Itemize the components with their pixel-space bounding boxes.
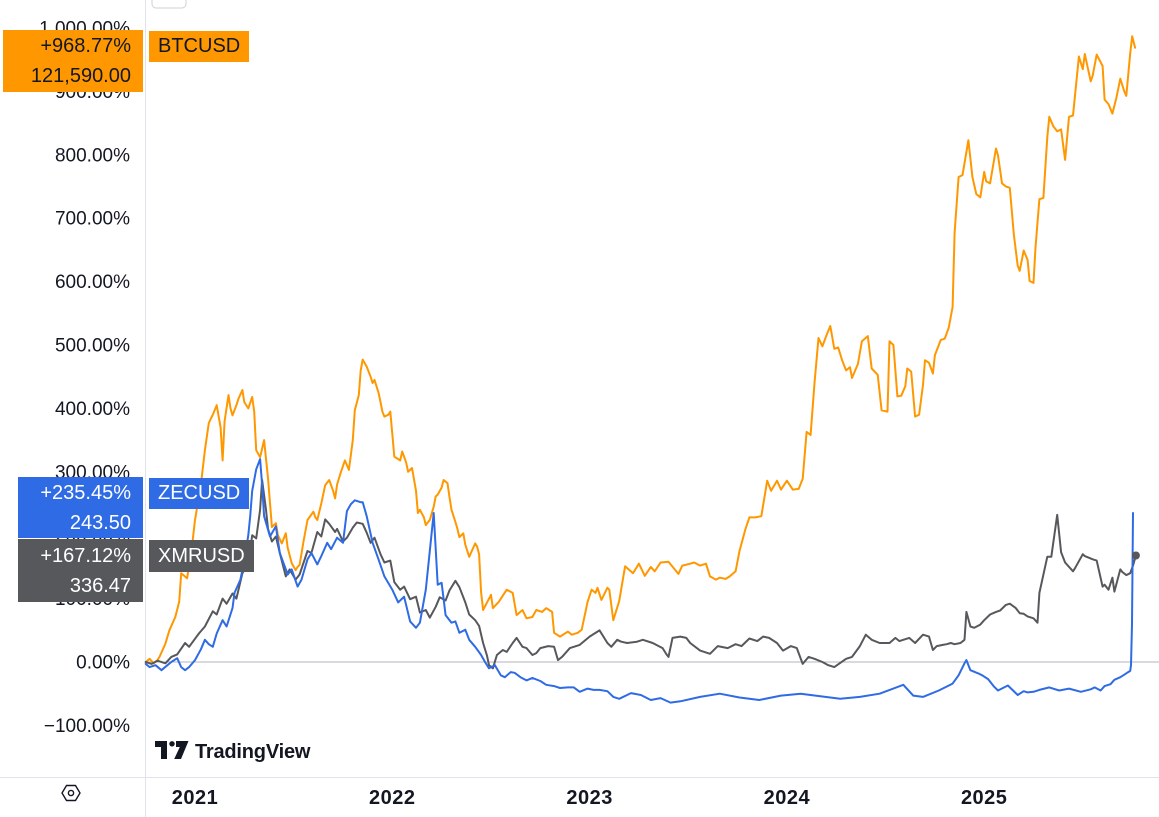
y-axis-tick-600[interactable]: 600.00% <box>55 272 130 293</box>
logo-mark-dot <box>169 741 175 747</box>
price-scale[interactable]: 1,000.00%900.00%800.00%700.00%600.00%500… <box>39 19 130 737</box>
xmr-price: 336.47 <box>69 574 131 597</box>
x-axis-tick-2024[interactable]: 2024 <box>764 787 811 809</box>
y-axis-tick--100[interactable]: −100.00% <box>44 716 130 737</box>
x-axis-tick-2021[interactable]: 2021 <box>172 787 219 809</box>
partial-toolbar-button[interactable] <box>151 0 187 9</box>
series-line-btcusd[interactable] <box>144 35 1137 665</box>
xmr-value-badge[interactable]: +167.12% 336.47 <box>18 539 143 602</box>
y-axis-tick-500[interactable]: 500.00% <box>55 336 130 357</box>
plot-area[interactable] <box>144 35 1159 704</box>
logo-mark-one <box>155 741 167 759</box>
zec-price: 243.50 <box>69 511 131 534</box>
btc-symbol-badge[interactable]: BTCUSD <box>149 31 250 62</box>
tradingview-logo[interactable]: TradingView <box>155 741 311 763</box>
zec-value-badge[interactable]: +235.45% 243.50 <box>18 477 143 538</box>
zec-change-percent: +235.45% <box>40 481 131 504</box>
series-end-marker-xmrusd <box>1131 551 1140 560</box>
x-axis-tick-2023[interactable]: 2023 <box>566 787 613 809</box>
x-axis-tick-2022[interactable]: 2022 <box>369 787 416 809</box>
time-scale[interactable]: 2021 2022 2023 2024 2025 <box>172 787 1008 809</box>
logo-mark-seven <box>174 741 189 759</box>
y-axis-tick-800[interactable]: 800.00% <box>55 145 130 166</box>
btc-change-percent: +968.77% <box>40 35 131 57</box>
y-axis-tick-0[interactable]: 0.00% <box>76 653 130 674</box>
zec-symbol-badge[interactable]: ZECUSD <box>149 478 250 509</box>
xmr-symbol-badge[interactable]: XMRUSD <box>149 540 254 572</box>
series-line-xmrusd[interactable] <box>144 479 1137 670</box>
time-scale-settings[interactable] <box>61 784 81 802</box>
x-axis-tick-2025[interactable]: 2025 <box>961 787 1008 809</box>
series-line-zecusd[interactable] <box>144 458 1134 704</box>
btc-price: 121,590.00 <box>30 65 131 87</box>
btc-value-badge[interactable]: +968.77% 121,590.00 <box>3 30 143 92</box>
xmr-change-percent: +167.12% <box>40 544 131 567</box>
gear-icon-center <box>67 789 75 797</box>
logo-brand-text: TradingView <box>195 741 311 763</box>
y-axis-tick-700[interactable]: 700.00% <box>55 209 130 230</box>
gear-icon[interactable] <box>61 784 81 802</box>
y-axis-tick-400[interactable]: 400.00% <box>55 399 130 420</box>
